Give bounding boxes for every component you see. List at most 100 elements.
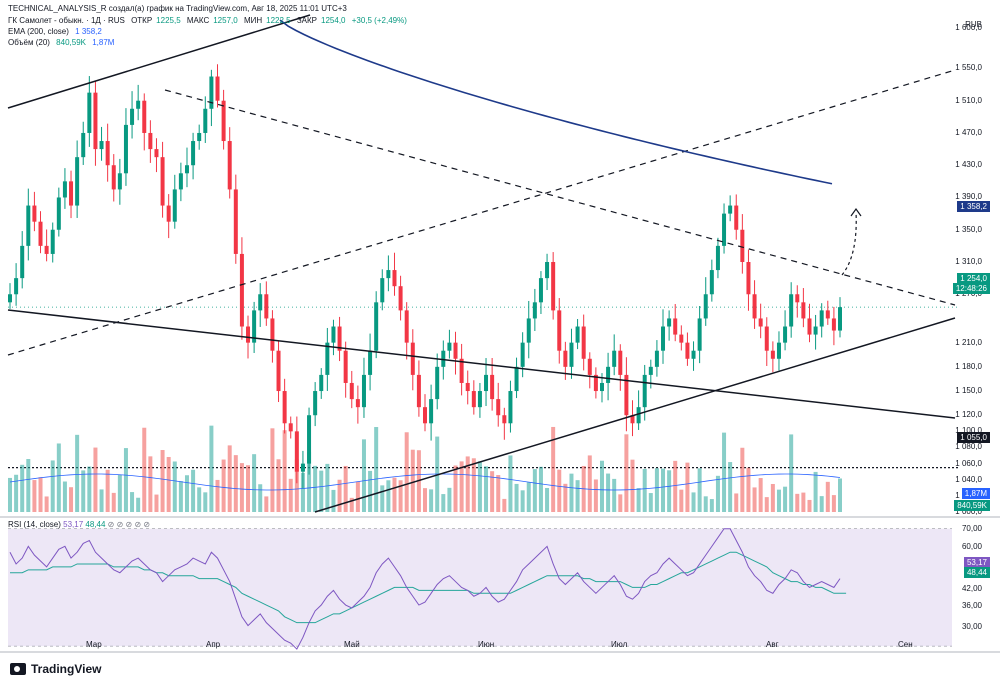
lower-wedge-line: [7, 309, 956, 419]
candle-body: [575, 326, 580, 343]
candle-body: [819, 310, 824, 327]
candle-body: [26, 205, 31, 246]
volume-bar: [50, 460, 55, 512]
volume-bar: [166, 456, 171, 512]
volume-bar: [93, 447, 98, 512]
volume-legend[interactable]: Объём (20) 840,59K 1,87M: [8, 38, 118, 47]
rsi-axis-42: 42,00: [961, 584, 982, 593]
candle-body: [538, 278, 543, 303]
volume-bar: [325, 463, 330, 512]
price-axis-label: 1 390,0: [955, 192, 982, 202]
candle-body: [136, 100, 141, 109]
candle-body: [783, 326, 788, 343]
brand-name: TradingView: [31, 662, 102, 676]
volume-bar: [801, 492, 806, 512]
candle-body: [636, 407, 641, 424]
rsi-axis-30: 30,00: [961, 622, 982, 631]
candle-body: [166, 205, 171, 222]
volume-bar: [752, 487, 757, 512]
candle-body: [32, 205, 37, 222]
rsi-value: 53,17: [63, 520, 84, 529]
low-label: МИН: [243, 16, 263, 25]
volume-bar: [477, 461, 482, 512]
volume-bar: [667, 470, 672, 512]
candle-body: [160, 157, 165, 206]
candle-body: [691, 350, 696, 359]
symbol-name[interactable]: ГК Самолет - обыкн. · 1Д · RUS: [8, 16, 125, 25]
tradingview-logo[interactable]: TradingView: [10, 662, 101, 676]
volume-bar: [380, 485, 385, 512]
volume-bar: [81, 470, 86, 512]
volume-bar: [679, 489, 684, 512]
volume-bar: [593, 479, 598, 512]
rsi-panel: [0, 516, 1000, 653]
candle-body: [477, 391, 482, 408]
candle-body: [484, 374, 489, 392]
rsi-axis-70: 70,00: [961, 524, 982, 533]
candle-body: [178, 173, 183, 190]
candle-body: [514, 366, 519, 392]
volume-bar: [661, 468, 666, 512]
candle-body: [184, 165, 189, 174]
volume-bar: [258, 484, 263, 512]
price-axis-label: 1 470,0: [955, 127, 982, 137]
trendlines: [7, 14, 956, 513]
candle-body: [618, 350, 623, 375]
volume-bar: [722, 432, 727, 512]
rsi-ma-badge: 48,44: [963, 567, 990, 578]
candle-body: [264, 294, 269, 319]
candle-body: [117, 173, 122, 190]
candle-body: [197, 132, 202, 142]
upper-channel-line: [7, 14, 311, 109]
volume-bar: [673, 460, 678, 512]
candle-body: [374, 302, 379, 351]
price-axis-label: 1 510,0: [955, 95, 982, 105]
candle-body: [715, 245, 720, 271]
candle-body: [624, 374, 629, 416]
volume-bar: [404, 432, 409, 512]
volume-bar: [44, 496, 49, 512]
volume-bar: [178, 481, 183, 512]
candle-body: [648, 366, 653, 375]
candles: [8, 64, 842, 489]
open-value: 1225,5: [156, 16, 181, 25]
rsi-legend[interactable]: RSI (14, close) 53,17 48,44 ⊘ ⊘ ⊘ ⊘ ⊘: [8, 520, 150, 529]
volume-bar: [56, 443, 61, 512]
volume-label: Объём (20): [8, 38, 50, 47]
volume-value: 840,59K: [56, 38, 86, 47]
candle-body: [667, 318, 672, 327]
candle-body: [789, 294, 794, 327]
candle-body: [813, 326, 818, 335]
volume-bar: [770, 483, 775, 512]
volume-bar: [758, 478, 763, 512]
volume-bar: [685, 462, 690, 512]
ema-legend[interactable]: EMA (200, close) 1 358,2: [8, 27, 106, 36]
volume-bar: [313, 465, 318, 512]
candle-body: [429, 399, 434, 424]
volume-bar: [227, 445, 232, 512]
candle-body: [93, 92, 98, 150]
volume-bar: [490, 471, 495, 512]
candle-body: [581, 326, 586, 359]
volume-bar: [532, 469, 537, 512]
candle-body: [612, 350, 617, 367]
volume-bar: [123, 448, 128, 512]
volume-ma-line: [9, 473, 841, 491]
volume-bar: [502, 498, 507, 512]
volume-bar: [252, 454, 257, 512]
volume-bar: [459, 461, 464, 512]
volume-bar: [551, 426, 556, 512]
volume-bar: [392, 477, 397, 512]
volume-bar: [294, 459, 299, 512]
candle-body: [599, 382, 604, 392]
candle-body: [368, 350, 373, 375]
candle-body: [587, 358, 592, 375]
rsi-settings-icons[interactable]: ⊘ ⊘ ⊘ ⊘ ⊘: [107, 520, 151, 529]
volume-bar: [703, 496, 708, 512]
candle-body: [490, 374, 495, 400]
volume-bar: [398, 480, 403, 512]
candle-body: [520, 342, 525, 367]
volume-bar: [99, 489, 104, 512]
